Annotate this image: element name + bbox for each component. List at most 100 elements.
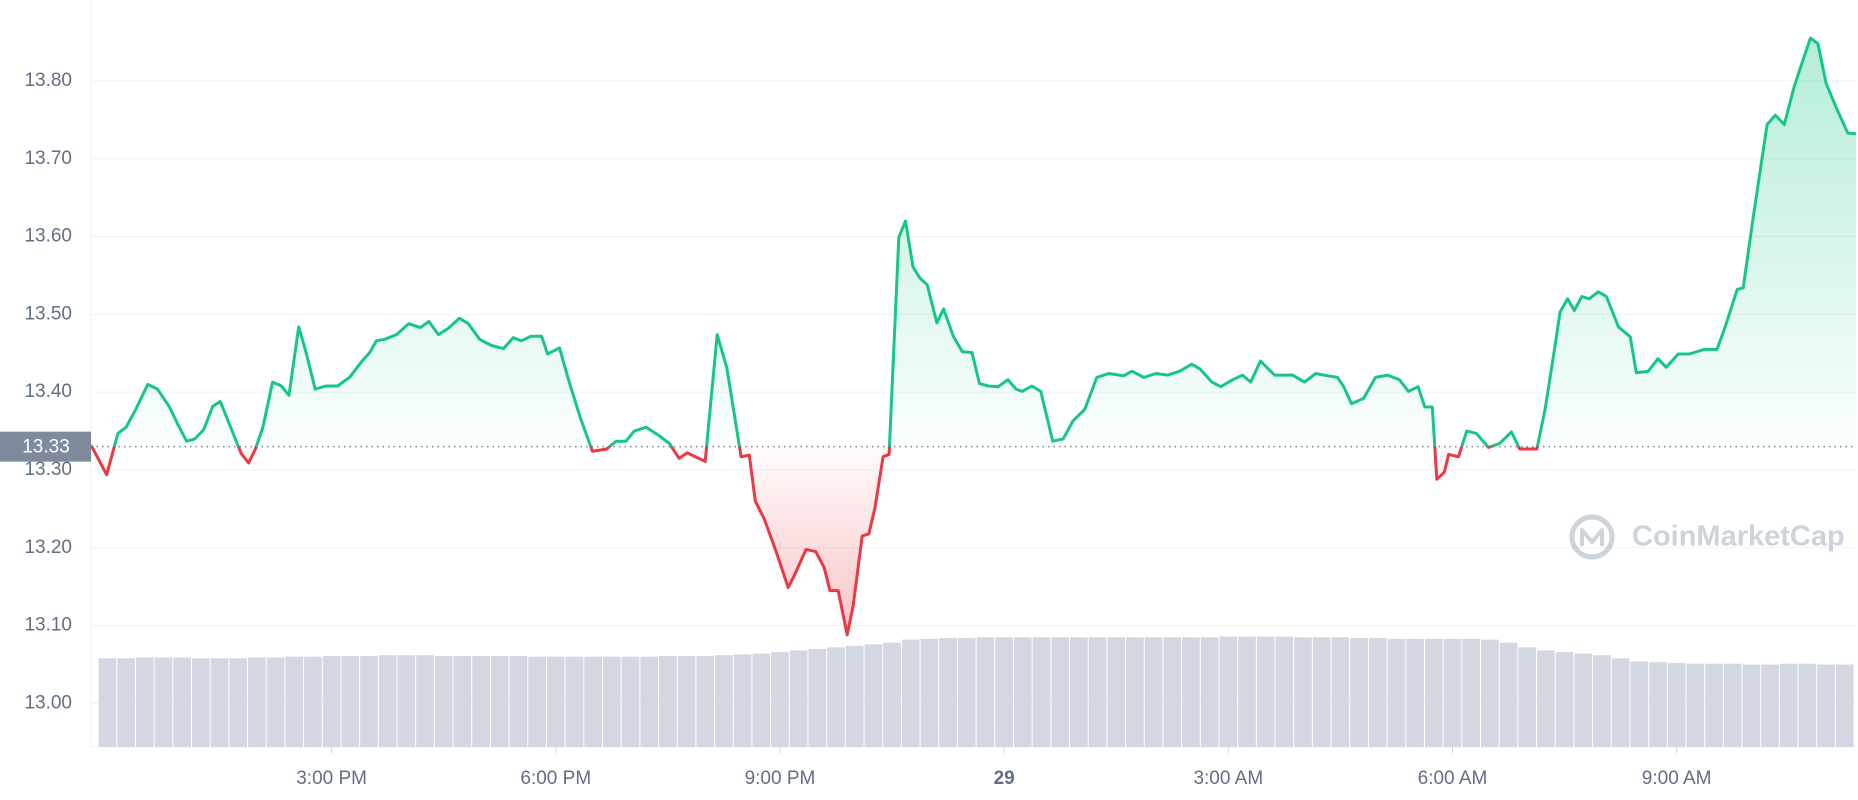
labels: 13.00 13.10 13.20 13.30 13.40 13.50 13.60 13.70… [0,70,1712,789]
baseline-label: 13.33 [22,437,70,458]
volume-bar [1107,637,1126,747]
volume-bar [1630,661,1649,747]
volume-bar [1406,638,1424,747]
volume-bar [1182,637,1200,747]
volume-bar [1817,664,1835,747]
volume-bar [248,657,266,747]
volume-bar [285,656,304,747]
volume-bar [1611,658,1630,747]
volume-bar [1144,637,1163,747]
volume-bar [995,637,1013,747]
volume-bar [1761,664,1779,747]
volume-bar [1537,650,1555,747]
volume-bar [1294,637,1312,747]
x-tick-label: 6:00 PM [520,768,591,789]
watermark-text: CoinMarketCap [1632,521,1845,553]
volume-bar [397,655,416,747]
volume-bar [827,647,845,747]
volume-bar [453,655,472,747]
volume-bar [1051,637,1070,747]
volume-bar [1779,663,1798,747]
volume-bar [1667,662,1686,747]
volume-bar [490,655,509,747]
volume-bar [1443,638,1462,747]
volume-bar [715,655,733,747]
volume-bar [1798,663,1817,747]
volume-bar [1518,647,1537,747]
volume-bar [322,655,341,747]
volume-bar [1238,636,1256,747]
volume-bar [360,655,378,747]
volume-bars [98,636,1854,747]
volume-bar [771,652,789,747]
volume-bar [378,655,397,747]
volume-bar [939,638,957,747]
volume-bar [565,656,584,747]
x-tick-label: 9:00 AM [1642,768,1712,789]
volume-bar [584,656,602,747]
volume-bar [845,645,864,747]
watermark-logo-mark [1580,528,1604,546]
volume-bar [416,655,434,747]
volume-bar [341,655,360,747]
volume-bar [864,644,883,747]
volume-bar [957,638,976,747]
volume-bar [1070,637,1088,747]
volume-bar [1163,637,1182,747]
volume-bar [98,658,117,747]
volume-bar [509,655,528,747]
y-tick-label: 13.80 [24,70,72,91]
volume-bar [1219,636,1238,747]
volume-bar [1312,637,1331,747]
y-tick-label: 13.60 [24,226,72,247]
volume-bar [659,655,677,747]
x-tick-label: 6:00 AM [1418,768,1488,789]
volume-bar [304,656,322,747]
volume-bar [1088,637,1107,747]
y-tick-label: 13.70 [24,148,72,169]
volume-bar [1424,638,1443,747]
volume-bar [677,655,696,747]
volume-bar [154,657,173,747]
volume-bar [1200,637,1219,747]
y-tick-label: 13.50 [24,303,72,324]
x-tick-label: 3:00 PM [296,768,367,789]
volume-bar [210,658,229,747]
volume-bar [1649,662,1667,747]
volume-bar [1275,636,1294,747]
y-tick-label: 13.40 [24,381,72,402]
volume-bar [1705,663,1723,747]
volume-bar [1387,638,1406,747]
y-tick-label: 13.30 [24,459,72,480]
volume-bar [808,648,827,747]
volume-bar [901,639,920,747]
volume-bar [1593,655,1611,747]
volume-bar [173,657,192,747]
volume-bar [1574,653,1593,747]
y-tick-label: 13.00 [24,692,72,713]
volume-bar [434,655,453,747]
volume-bar [1499,642,1518,747]
volume-bar [472,655,490,747]
volume-bar [640,656,659,747]
volume-bar [976,637,995,747]
volume-bar [602,656,621,747]
x-tick-label: 3:00 AM [1193,768,1263,789]
watermark-logo [1569,514,1615,560]
volume-bar [920,638,939,747]
volume-bar [789,650,808,747]
volume-bar [1350,638,1368,747]
volume-bar [883,642,901,747]
volume-bar [1462,638,1481,747]
volume-bar [1835,664,1854,747]
volume-bar [1481,639,1499,747]
y-tick-label: 13.20 [24,537,72,558]
volume-bar [1555,652,1574,747]
volume-bar [1368,638,1387,747]
watermark: CoinMarketCap [1569,514,1845,560]
volume-bar [752,653,771,747]
volume-bar [1331,637,1350,747]
y-tick-label: 13.10 [24,615,72,636]
